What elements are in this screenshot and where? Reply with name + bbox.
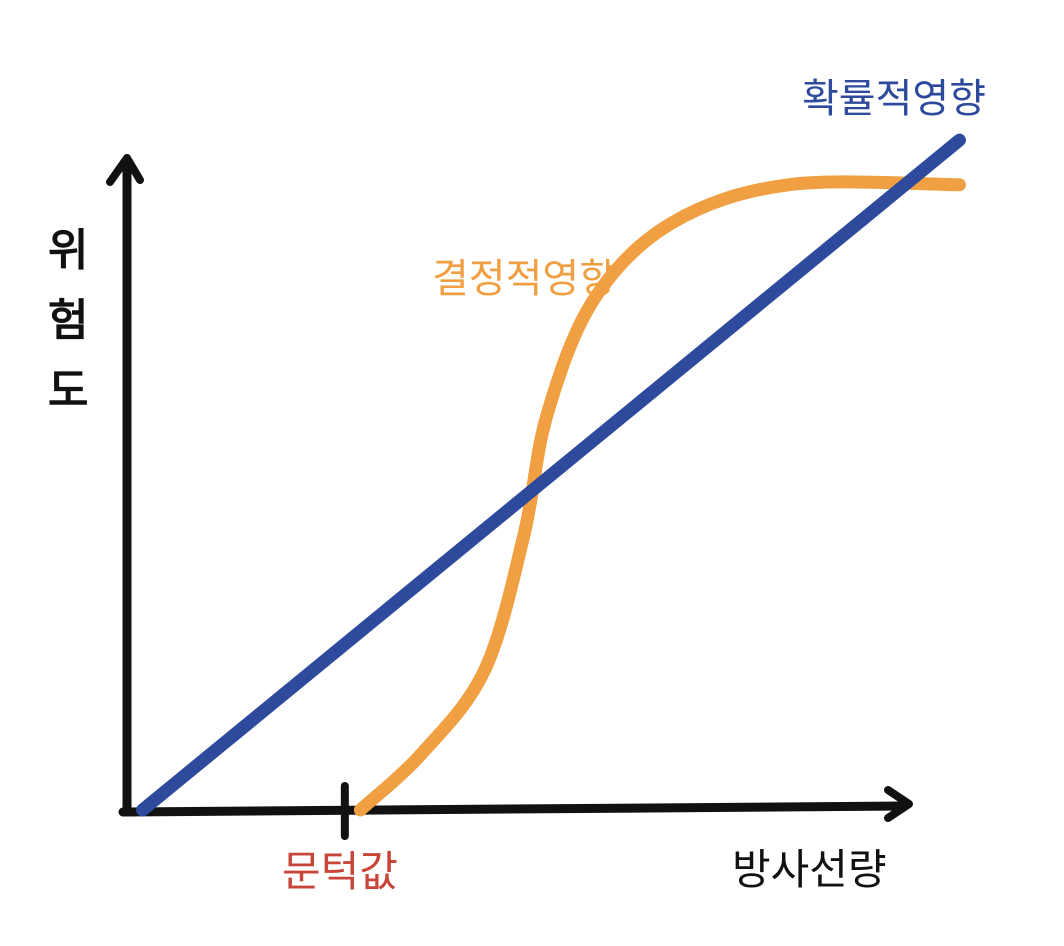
y-axis-arrowhead (106, 154, 144, 186)
series-label-deterministic: 결정적영향 (432, 256, 616, 302)
series-line-stochastic (136, 133, 966, 817)
y-axis-label-char-1: 위 (48, 225, 89, 276)
y-axis-label-char-3: 도 (48, 365, 89, 416)
x-axis-label: 방사선량 (732, 845, 887, 894)
x-axis (118, 801, 910, 817)
axes (106, 154, 913, 840)
series-line-deterministic (353, 175, 966, 817)
threshold-label: 문턱값 (282, 847, 398, 896)
series-label-stochastic: 확률적영향 (802, 76, 986, 122)
x-axis-arrowhead (884, 786, 913, 822)
y-axis-label-char-2: 험 (48, 295, 89, 346)
series-layer (136, 133, 966, 817)
